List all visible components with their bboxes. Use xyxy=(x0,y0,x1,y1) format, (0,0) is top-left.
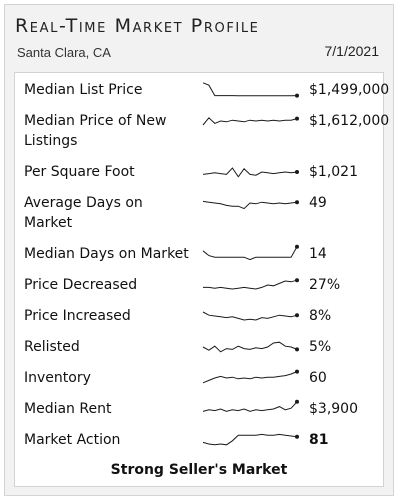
sparkline-endpoint xyxy=(295,347,299,352)
trend-sparkline xyxy=(202,82,299,98)
sparkline-path xyxy=(202,341,298,353)
metric-value: 5% xyxy=(309,339,332,355)
sparkline-endpoint xyxy=(295,170,299,174)
sparkline-path xyxy=(202,117,298,126)
location-label: Santa Clara, CA xyxy=(17,45,111,60)
metric-label: Market Action xyxy=(24,432,121,448)
metric-label: Inventory xyxy=(24,370,91,386)
metric-label: Price Decreased xyxy=(24,277,138,293)
metric-label: Median List Price xyxy=(24,82,143,98)
widget-title: Real-Time Market Profile xyxy=(15,15,260,37)
sparkline-endpoint xyxy=(295,313,299,318)
metric-label: Per Square Foot xyxy=(24,164,135,180)
sparkline-endpoint xyxy=(295,399,299,404)
metric-label: Median Rent xyxy=(24,401,112,417)
trend-sparkline xyxy=(202,399,299,412)
metric-value: 60 xyxy=(309,370,327,386)
metric-value: 81 xyxy=(309,432,329,448)
market-profile-widget: Real-Time Market Profile Santa Clara, CA… xyxy=(4,4,394,496)
metric-label: Relisted xyxy=(24,339,80,355)
metric-label: Median Price of New Listings xyxy=(24,113,167,149)
sparkline-endpoint xyxy=(295,278,299,283)
sparkline-path xyxy=(202,371,298,384)
trend-sparkline xyxy=(202,341,299,353)
sparkline-endpoint xyxy=(295,200,299,205)
sparkline-path xyxy=(203,279,298,290)
sparkline-endpoint xyxy=(295,116,299,121)
metric-value: 49 xyxy=(309,195,327,211)
metric-value: 14 xyxy=(309,246,327,262)
metric-value: 27% xyxy=(309,277,341,293)
sparkline-path xyxy=(202,433,298,446)
sparkline-path xyxy=(202,311,298,321)
trend-sparkline xyxy=(202,433,299,446)
sparkline-path xyxy=(202,167,298,178)
metric-value: $1,612,000 xyxy=(309,113,390,129)
metric-value: $1,021 xyxy=(309,164,358,180)
sparkline-endpoint xyxy=(295,434,299,439)
sparkline-path xyxy=(202,401,298,412)
metric-value: $3,900 xyxy=(309,401,358,417)
sparkline-path xyxy=(202,82,298,97)
trend-sparkline xyxy=(203,278,299,290)
trend-sparkline xyxy=(202,311,299,321)
trend-sparkline xyxy=(202,167,299,178)
sparkline-endpoint xyxy=(295,369,299,374)
metric-value: 8% xyxy=(309,308,332,324)
sparkline-path xyxy=(202,200,298,210)
trend-sparkline xyxy=(202,200,299,210)
market-verdict: Strong Seller's Market xyxy=(110,462,288,478)
trend-sparkline xyxy=(202,244,299,261)
trend-sparkline xyxy=(202,369,299,384)
metrics-card: Median List Price $1,499,000 Median Price … xyxy=(14,72,389,487)
metric-label: Average Days on Market xyxy=(24,195,143,231)
sparkline-endpoint xyxy=(295,244,299,249)
metric-label: Median Days on Market xyxy=(24,246,189,262)
sparkline-path xyxy=(202,246,298,261)
report-date: 7/1/2021 xyxy=(324,43,380,59)
metric-label: Price Increased xyxy=(24,308,131,324)
trend-sparkline xyxy=(202,116,299,126)
sparkline-endpoint xyxy=(295,93,299,98)
metric-value: $1,499,000 xyxy=(309,82,390,98)
